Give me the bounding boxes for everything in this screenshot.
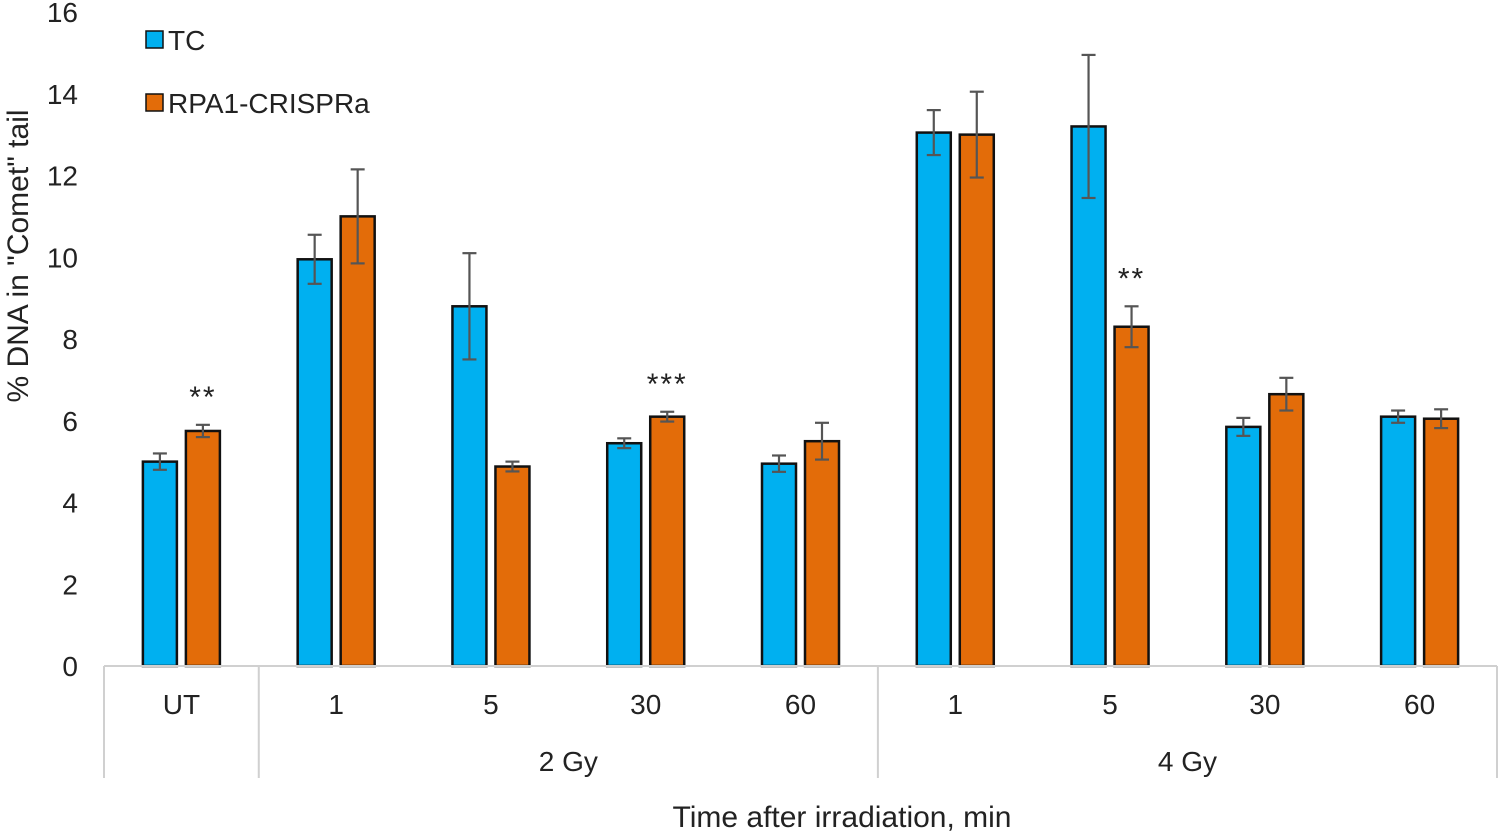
- error-bar-rpa1-crispra: [505, 460, 520, 473]
- error-bar-rpa1-crispra: [350, 168, 365, 265]
- y-tick-label: 0: [62, 651, 78, 682]
- error-bar-tc: [1236, 416, 1251, 437]
- error-bar-rpa1-crispra: [1279, 376, 1294, 412]
- x-category-label: 60: [785, 689, 816, 720]
- significance-marker: **: [1118, 262, 1145, 295]
- y-tick-label: 4: [62, 488, 78, 519]
- x-group-label: 4 Gy: [1158, 746, 1217, 777]
- y-tick-label: 8: [62, 324, 78, 355]
- bar-rpa1-crispra: [1268, 392, 1305, 668]
- y-axis-title: % DNA in "Comet" tail: [2, 109, 35, 402]
- x-axis: UT 1 5 30 60 1 5 30 60 2 Gy 4 Gy: [103, 665, 1498, 778]
- bar-rpa1-crispra: [648, 415, 686, 668]
- bar-tc: [760, 462, 798, 668]
- bar-rpa1-crispra: [1113, 325, 1150, 668]
- error-bar-rpa1-crispra: [815, 421, 829, 461]
- y-tick-label: 16: [47, 0, 78, 28]
- significance-annotations: ** *****: [189, 262, 1145, 414]
- bar-tc: [1225, 425, 1262, 668]
- error-bar-tc: [772, 454, 786, 473]
- error-bar-tc: [1081, 53, 1096, 200]
- bar-tc: [915, 131, 953, 668]
- error-bar-tc: [307, 233, 322, 285]
- error-bar-tc: [926, 108, 941, 157]
- error-bar-tc: [617, 437, 632, 450]
- bar-rpa1-crispra: [803, 439, 841, 668]
- bar-rpa1-crispra: [184, 429, 222, 668]
- error-bar-tc: [1391, 409, 1406, 424]
- x-category-label: 5: [483, 689, 499, 720]
- x-category-label: UT: [163, 689, 200, 720]
- bar-tc: [296, 258, 333, 668]
- bar-tc: [1070, 125, 1107, 668]
- x-category-label: 1: [328, 689, 344, 720]
- legend-label-rpa1-crispra: RPA1-CRISPRa: [168, 88, 370, 119]
- x-category-label: 30: [1249, 689, 1280, 720]
- legend-swatch-rpa1-crispra: [145, 93, 164, 112]
- error-bar-tc: [462, 252, 477, 361]
- x-group-label: 2 Gy: [539, 746, 598, 777]
- bar-rpa1-crispra: [1422, 417, 1460, 668]
- bar-tc: [1379, 415, 1417, 668]
- error-bar-tc: [152, 452, 167, 471]
- bar-rpa1-crispra: [339, 215, 376, 668]
- y-axis-ticks: 0 2 4 6 8 10 12 14 16: [47, 0, 78, 682]
- legend-swatch-tc: [145, 30, 164, 49]
- bar-tc: [141, 460, 179, 668]
- error-bar-rpa1-crispra: [969, 90, 984, 179]
- error-bars: [152, 53, 1449, 473]
- legend-label-tc: TC: [168, 25, 205, 56]
- x-category-label: 1: [947, 689, 963, 720]
- bar-rpa1-crispra: [958, 133, 996, 668]
- bar-tc: [605, 441, 643, 668]
- x-category-label: 30: [630, 689, 661, 720]
- y-tick-label: 14: [47, 79, 78, 110]
- x-category-label: 5: [1102, 689, 1118, 720]
- y-tick-label: 12: [47, 161, 78, 192]
- x-axis-title: Time after irradiation, min: [673, 801, 1012, 834]
- significance-marker: **: [189, 381, 216, 414]
- y-tick-label: 2: [62, 569, 78, 600]
- error-bar-rpa1-crispra: [1124, 305, 1139, 349]
- error-bar-rpa1-crispra: [195, 423, 210, 439]
- bars: [141, 125, 1460, 668]
- error-bar-rpa1-crispra: [660, 410, 675, 423]
- error-bar-rpa1-crispra: [1434, 408, 1449, 430]
- x-category-label: 60: [1404, 689, 1435, 720]
- bar-rpa1-crispra: [494, 465, 531, 668]
- significance-marker: ***: [647, 368, 688, 401]
- y-tick-label: 10: [47, 242, 78, 273]
- y-tick-label: 6: [62, 406, 78, 437]
- legend: TC RPA1-CRISPRa: [145, 25, 370, 119]
